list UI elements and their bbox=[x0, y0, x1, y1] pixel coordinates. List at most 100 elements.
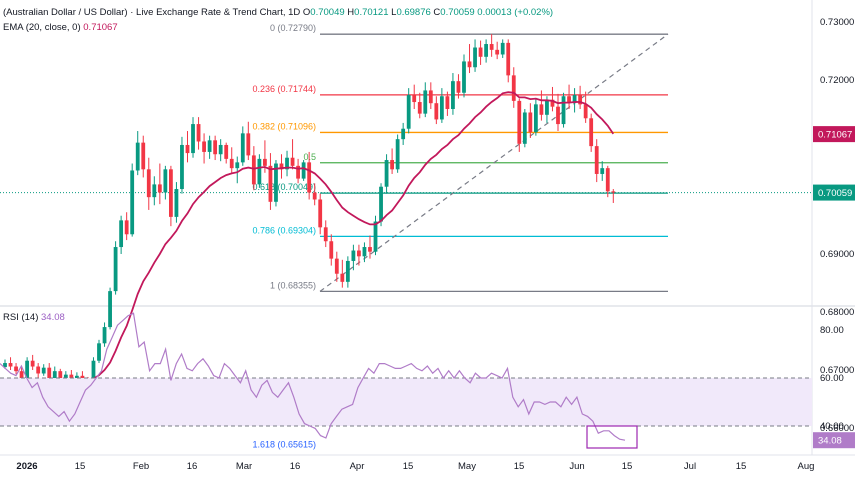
time-tick-label: May bbox=[458, 461, 476, 472]
candle-body bbox=[191, 124, 195, 154]
price-tick-label: 0.72000 bbox=[820, 75, 854, 86]
candle-body bbox=[379, 186, 383, 222]
ema-line bbox=[4, 91, 615, 406]
candle-body bbox=[218, 144, 223, 155]
candle-body bbox=[478, 47, 483, 57]
c-value: 0.70059 bbox=[440, 7, 475, 18]
candle-body bbox=[467, 61, 472, 68]
candle-body bbox=[207, 140, 212, 152]
candle-body bbox=[296, 165, 300, 179]
candle-body bbox=[25, 360, 30, 380]
candle-body bbox=[130, 170, 135, 235]
candle-body bbox=[279, 163, 284, 170]
candle-body bbox=[108, 291, 112, 328]
candle-body bbox=[368, 247, 372, 252]
fib-level-label: 0.618 (0.70049) bbox=[252, 182, 316, 192]
candle-body bbox=[318, 199, 323, 228]
candle-body bbox=[395, 139, 400, 170]
candle-body bbox=[251, 155, 256, 185]
candle-body bbox=[323, 227, 328, 242]
candle-body bbox=[473, 47, 477, 68]
candle-body bbox=[578, 95, 583, 105]
candle-body bbox=[196, 124, 201, 142]
candle-body bbox=[124, 220, 129, 235]
o-label: O bbox=[302, 7, 311, 18]
candle-body bbox=[605, 168, 610, 192]
candle-body bbox=[36, 366, 41, 374]
candle-body bbox=[152, 184, 157, 198]
candle-body bbox=[301, 162, 306, 179]
candle-body bbox=[462, 61, 466, 93]
candle-body bbox=[412, 95, 417, 103]
candle-body bbox=[439, 96, 444, 120]
price-tick-label: 0.67000 bbox=[820, 365, 854, 376]
candle-body bbox=[340, 273, 345, 282]
fib-level-label: 0.786 (0.69304) bbox=[252, 225, 316, 235]
fib-trend-line bbox=[319, 33, 669, 292]
candle-body bbox=[3, 363, 7, 368]
candle-body bbox=[8, 363, 13, 367]
candle-body bbox=[351, 250, 356, 261]
ema-value: 0.71067 bbox=[83, 22, 118, 33]
fib-level-label: 1.618 (0.65615) bbox=[252, 439, 316, 449]
price-tick-label: 0.69000 bbox=[820, 249, 854, 260]
l-label: L bbox=[391, 7, 397, 18]
time-tick-label: 15 bbox=[403, 461, 414, 472]
candle-body bbox=[163, 169, 168, 193]
price-tick-label: 0.68000 bbox=[820, 307, 854, 318]
rsi-value-badge-label: 34.08 bbox=[818, 436, 842, 447]
candle-body bbox=[235, 162, 240, 169]
candle-body bbox=[19, 371, 24, 380]
candle-body bbox=[202, 141, 206, 152]
ema-price-badge bbox=[813, 126, 855, 143]
candle-body bbox=[345, 260, 350, 282]
candle-body bbox=[362, 247, 367, 257]
candle-body bbox=[185, 144, 190, 154]
candle-body bbox=[401, 128, 406, 140]
candle-body bbox=[428, 90, 433, 104]
candle-body bbox=[561, 96, 566, 125]
change-value: 0.00013 (+0.02%) bbox=[477, 7, 554, 18]
candle-body bbox=[533, 104, 538, 133]
h-label: H bbox=[347, 7, 355, 18]
time-tick-label: 15 bbox=[736, 461, 747, 472]
candle-body bbox=[550, 99, 555, 107]
candle-body bbox=[445, 96, 450, 109]
candle-body bbox=[246, 133, 251, 156]
time-tick-label: 15 bbox=[75, 461, 86, 472]
candle-body bbox=[119, 220, 124, 248]
time-tick-label: Apr bbox=[350, 461, 365, 472]
rsi-tick-label: 40.00 bbox=[820, 421, 844, 432]
candle-body bbox=[545, 99, 549, 115]
h-value: 0.70121 bbox=[354, 7, 389, 18]
candle-body bbox=[329, 241, 334, 259]
candle-body bbox=[30, 360, 35, 367]
time-tick-label: 16 bbox=[187, 461, 198, 472]
price-tick-label: 0.73000 bbox=[820, 17, 854, 28]
time-tick-label: 16 bbox=[290, 461, 301, 472]
candle-body bbox=[63, 374, 68, 380]
candle-body bbox=[539, 104, 544, 115]
candle-body bbox=[583, 104, 588, 119]
current-price-badge bbox=[813, 184, 855, 201]
rsi-label: RSI (14) bbox=[3, 312, 39, 323]
candle-body bbox=[224, 144, 229, 159]
candle-body bbox=[80, 375, 85, 380]
rsi-tick-label: 60.00 bbox=[820, 373, 844, 384]
candle-body bbox=[257, 158, 262, 185]
candle-body bbox=[146, 169, 151, 198]
candle-body bbox=[489, 44, 494, 50]
candle-body bbox=[174, 189, 179, 217]
candle-body bbox=[511, 75, 516, 101]
candle-body bbox=[47, 367, 52, 381]
candle-body bbox=[307, 162, 312, 193]
rsi-value: 34.08 bbox=[41, 312, 65, 323]
candle-body bbox=[229, 158, 234, 169]
candle-body bbox=[213, 140, 218, 155]
ema-label: EMA (20, close, 0) bbox=[3, 22, 81, 33]
candle-body bbox=[58, 371, 63, 380]
rsi-header: RSI (14) 34.08 bbox=[3, 312, 65, 323]
candle-body bbox=[268, 165, 273, 202]
